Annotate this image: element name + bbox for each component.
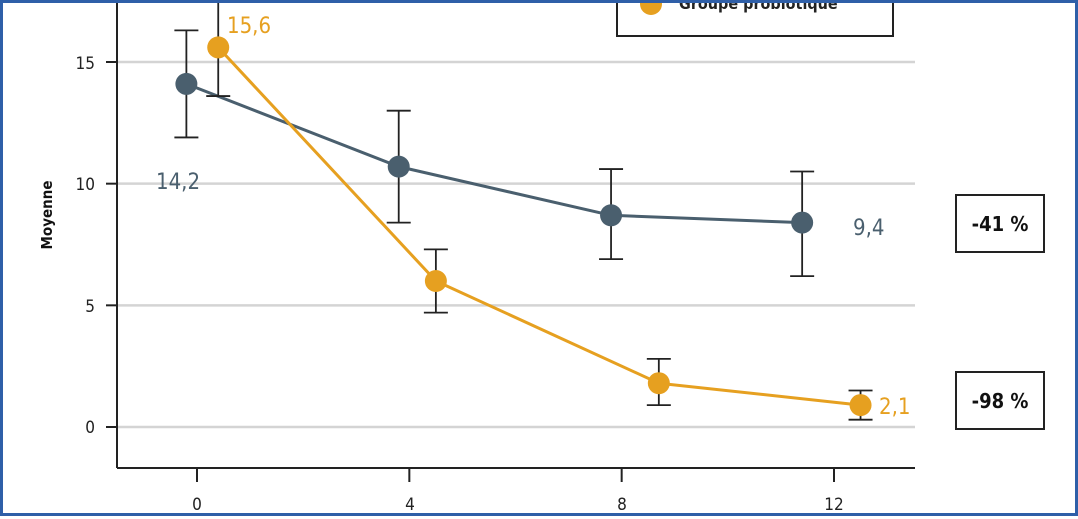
control-point-3 xyxy=(791,211,814,234)
reduction-probiotic-box xyxy=(955,371,1045,430)
x-tick-label-0: 0 xyxy=(192,495,202,515)
reduction-probiotic-label: -98 % xyxy=(972,389,1029,413)
control-point-1 xyxy=(387,155,410,178)
control-point-2 xyxy=(600,204,623,227)
ticks xyxy=(106,61,835,482)
probiotic-series-line xyxy=(217,46,861,407)
y-tick-label-10: 10 xyxy=(76,175,95,195)
grid-lines xyxy=(117,60,915,429)
y-tick-label-0: 0 xyxy=(85,418,95,438)
x-tick-label-12: 12 xyxy=(824,495,843,515)
probiotic-point-0 xyxy=(207,36,230,59)
control-series-line xyxy=(185,82,803,225)
y-axis-title: Moyenne xyxy=(38,180,56,249)
control-first-value: 14,2 xyxy=(156,170,200,195)
series-layer xyxy=(174,3,873,421)
probiotic-point-3 xyxy=(849,394,872,417)
probiotic-last-value: 2,1 xyxy=(879,395,910,420)
y-tick-label-5: 5 xyxy=(85,297,95,317)
probiotic-first-value: 15,6 xyxy=(227,14,271,39)
legend: Groupe probiotique xyxy=(616,3,894,37)
legend-label-probiotic: Groupe probiotique xyxy=(679,3,838,13)
y-tick-label-15: 15 xyxy=(76,54,95,74)
axes xyxy=(116,3,915,469)
chart: 0 5 10 15 0 4 8 12 Moyenne 14,2 9,4 15,6… xyxy=(38,3,1045,515)
legend-box xyxy=(616,3,894,37)
control-last-value: 9,4 xyxy=(853,216,884,241)
control-point-0 xyxy=(175,72,198,95)
x-tick-label-4: 4 xyxy=(405,495,415,515)
probiotic-point-2 xyxy=(647,372,670,395)
reduction-control-box xyxy=(955,194,1045,253)
x-tick-label-8: 8 xyxy=(617,495,627,515)
legend-marker-probiotic xyxy=(640,3,662,15)
reduction-control-label: -41 % xyxy=(972,212,1029,236)
probiotic-point-1 xyxy=(424,270,447,292)
